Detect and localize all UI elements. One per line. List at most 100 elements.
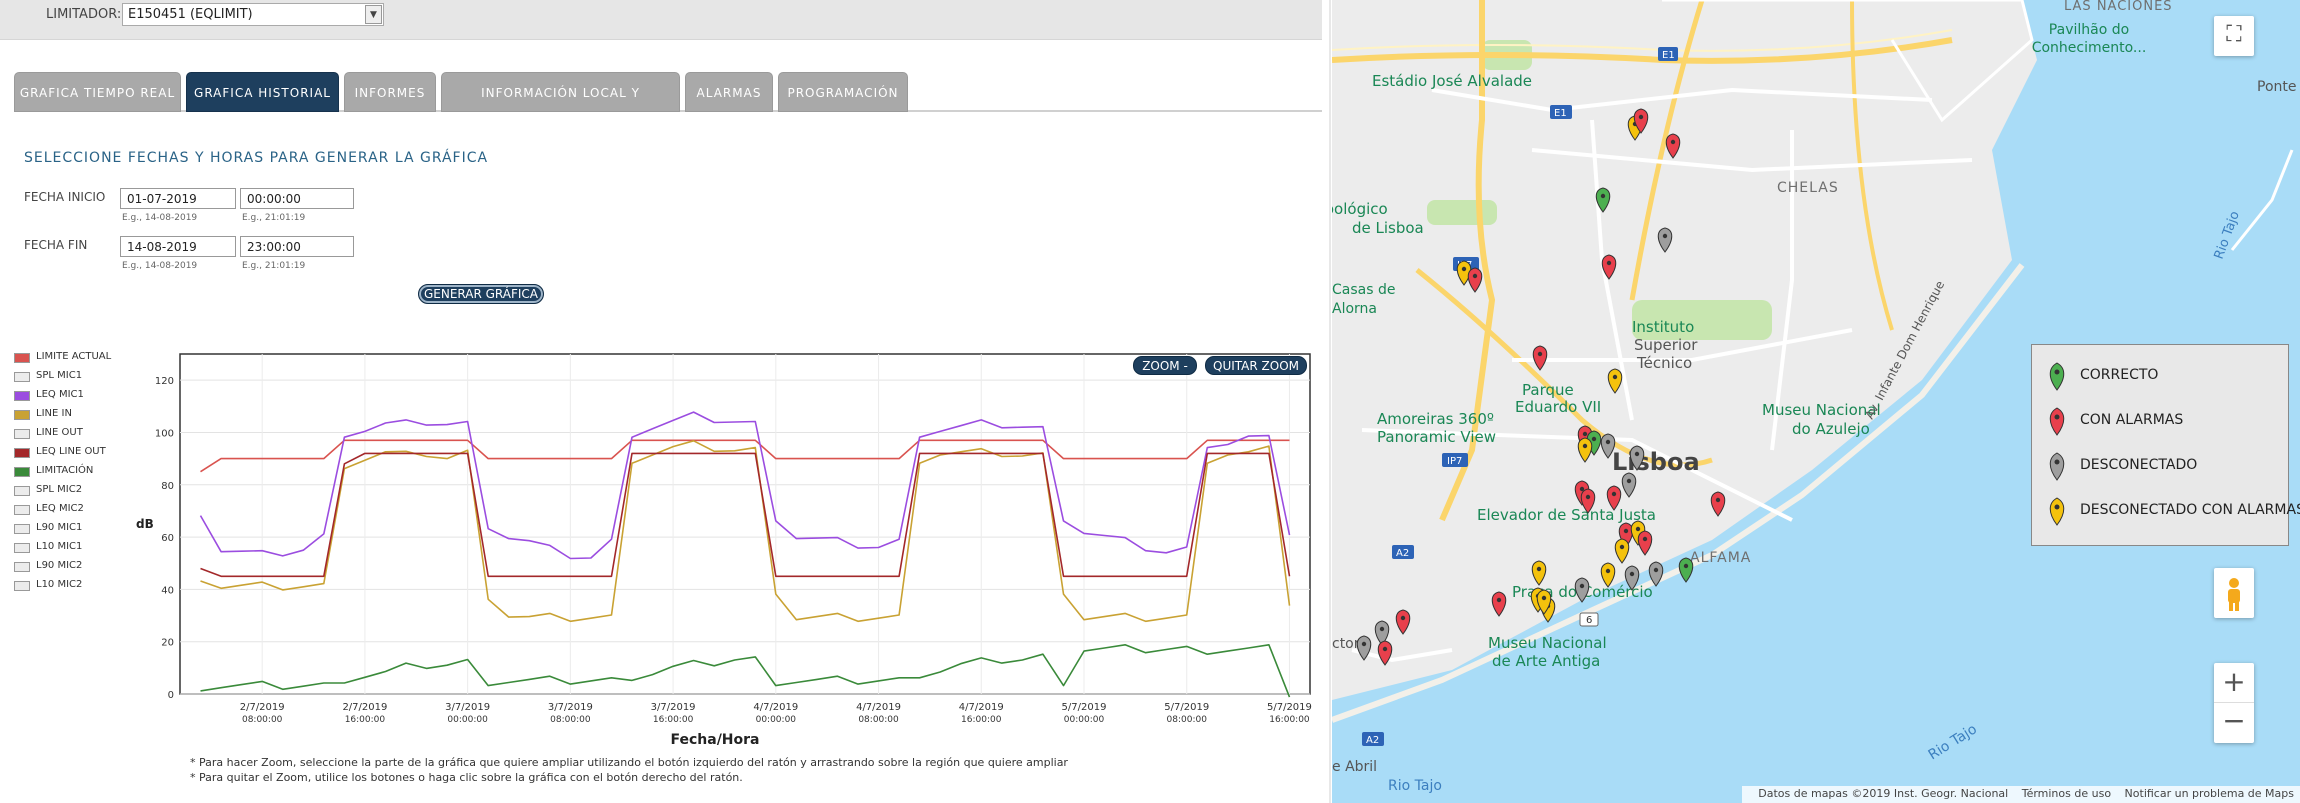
map-pin-icon[interactable]: [1624, 565, 1640, 591]
chart-legend: LIMITE ACTUAL SPL MIC1 LEQ MIC1 LINE IN LINE…: [14, 350, 164, 597]
map-pin-icon[interactable]: [1637, 530, 1653, 556]
limiter-select[interactable]: E150451 (EQLIMIT) ▼: [122, 3, 384, 26]
map-pin-icon[interactable]: [1580, 488, 1596, 514]
zoom-out-icon[interactable]: −: [2222, 704, 2246, 737]
generate-chart-button[interactable]: GENERAR GRÁFICA: [418, 284, 544, 304]
legend-swatch: [14, 372, 30, 382]
map-pin-dot: [1605, 568, 1611, 574]
map-pin-icon[interactable]: [1657, 227, 1673, 253]
map-pin-icon[interactable]: [1614, 538, 1630, 564]
tab-alarmas[interactable]: ALARMAS: [685, 72, 773, 112]
map-label-chelas: CHELAS: [1777, 180, 1839, 196]
legend-item[interactable]: L10 MIC1: [14, 540, 164, 559]
map-pin-icon[interactable]: [1374, 620, 1390, 646]
legend-item[interactable]: LEQ MIC1: [14, 388, 164, 407]
tab-informacion-local[interactable]: INFORMACIÓN LOCAL Y LIMITADOR: [441, 72, 680, 140]
map-pin-dot: [1626, 478, 1632, 484]
map-pin-icon[interactable]: [1600, 562, 1616, 588]
legend-item[interactable]: L90 MIC2: [14, 559, 164, 578]
map-label-las-naciones: LAS NACIONES: [2064, 0, 2173, 14]
map-pin-icon[interactable]: [1633, 108, 1649, 134]
map-pin-icon[interactable]: [1377, 640, 1393, 666]
legend-item[interactable]: SPL MIC2: [14, 483, 164, 502]
tab-grafica-historial[interactable]: GRAFICA HISTORIAL: [186, 72, 339, 112]
map-pin-icon[interactable]: [1356, 635, 1372, 661]
series-line: [200, 439, 1290, 473]
end-date-input[interactable]: [120, 236, 236, 257]
map-pin-dot: [1591, 436, 1597, 442]
map-legend-item: DESCONECTADO: [2046, 451, 2197, 481]
legend-label: LEQ LINE OUT: [36, 446, 106, 457]
tab-grafica-tiempo-real[interactable]: GRAFICA TIEMPO REAL: [14, 72, 181, 112]
map-pin-icon[interactable]: [1648, 561, 1664, 587]
map-pin-icon[interactable]: [1536, 589, 1552, 615]
map-shield-ip7: IP7: [1447, 456, 1462, 467]
map-pin-icon[interactable]: [1678, 557, 1694, 583]
legend-swatch: [14, 429, 30, 439]
map-pin-icon[interactable]: [1600, 433, 1616, 459]
map-pin-icon[interactable]: [1710, 491, 1726, 517]
zoom-out-button[interactable]: ZOOM -: [1133, 356, 1197, 375]
series-line: [199, 411, 1291, 560]
map-pin-icon: [2049, 362, 2065, 391]
map-pin-dot: [1400, 615, 1406, 621]
start-date-input[interactable]: [120, 188, 236, 209]
reset-zoom-button[interactable]: QUITAR ZOOM: [1205, 356, 1307, 375]
x-tick-label-date: 3/7/2019: [548, 702, 593, 713]
y-tick-label: 80: [161, 481, 174, 492]
map-report-link[interactable]: Notificar un problema de Maps: [2124, 787, 2294, 800]
map-label-museu-arte-1: Museu Nacional: [1488, 634, 1607, 652]
legend-item[interactable]: L10 MIC2: [14, 578, 164, 597]
map-pin-icon[interactable]: [1606, 485, 1622, 511]
map-pin-icon[interactable]: [1491, 591, 1507, 617]
end-time-input[interactable]: [240, 236, 354, 257]
start-time-input[interactable]: [240, 188, 354, 209]
map-pin-icon[interactable]: [1665, 133, 1681, 159]
map-pin-icon[interactable]: [1395, 609, 1411, 635]
map-pin-icon[interactable]: [1621, 472, 1637, 498]
tab-programacion[interactable]: PROGRAMACIÓN: [778, 72, 908, 112]
map-pin-dot: [1662, 233, 1668, 239]
map-shield-6: 6: [1586, 615, 1592, 626]
map-view[interactable]: LAS NACIONES Pavilhão do Conhecimento...…: [1332, 0, 2300, 803]
map-terms-link[interactable]: Términos de uso: [2021, 787, 2112, 800]
map-pin-icon[interactable]: [1601, 254, 1617, 280]
map-pin-icon[interactable]: [1531, 560, 1547, 586]
legend-item[interactable]: LEQ MIC2: [14, 502, 164, 521]
chevron-down-icon[interactable]: ▼: [365, 5, 382, 24]
map-label-alfama: ALFAMA: [1690, 550, 1751, 566]
map-pin-icon[interactable]: [1467, 267, 1483, 293]
plot-area: [179, 353, 1311, 695]
legend-label: SPL MIC2: [36, 484, 83, 495]
map-canvas[interactable]: LAS NACIONES Pavilhão do Conhecimento...…: [1332, 0, 2300, 803]
history-chart[interactable]: 0 20 40 60 80 100 120 2/7/2019 08:00:00 2/7/2019 1…: [130, 340, 1320, 745]
map-pin-dot: [1496, 597, 1502, 603]
map-pin-icon[interactable]: [1607, 368, 1623, 394]
map-pin-dot: [1629, 571, 1635, 577]
legend-item[interactable]: LINE OUT: [14, 426, 164, 445]
legend-item[interactable]: SPL MIC1: [14, 369, 164, 388]
legend-item[interactable]: LINE IN: [14, 407, 164, 426]
legend-item[interactable]: LIMITACIÓN: [14, 464, 164, 483]
legend-item[interactable]: LIMITE ACTUAL: [14, 350, 164, 369]
fullscreen-icon[interactable]: ⛶: [2214, 16, 2254, 56]
map-pin-dot: [1683, 563, 1689, 569]
map-pin-icon[interactable]: [1532, 345, 1548, 371]
map-pin-icon[interactable]: [1574, 577, 1590, 603]
tab-informes[interactable]: INFORMES: [344, 72, 436, 112]
map-markers[interactable]: [1356, 108, 1726, 666]
street-view-pegman-icon[interactable]: [2214, 568, 2254, 618]
y-tick-label: 40: [161, 585, 174, 596]
legend-swatch: [14, 524, 30, 534]
legend-swatch: [14, 448, 30, 458]
legend-item[interactable]: L90 MIC1: [14, 521, 164, 540]
zoom-in-icon[interactable]: +: [2214, 663, 2254, 703]
map-pin-icon[interactable]: [1629, 445, 1645, 471]
x-tick-label-time: 16:00:00: [345, 715, 386, 725]
map-pin-icon[interactable]: [1577, 437, 1593, 463]
x-tick-label-date: 3/7/2019: [651, 702, 696, 713]
series-line: [200, 644, 1291, 698]
map-pin-icon[interactable]: [1595, 187, 1611, 213]
legend-item[interactable]: LEQ LINE OUT: [14, 445, 164, 464]
control-panel: LIMITADOR: E150451 (EQLIMIT) ▼ GRAFICA T…: [0, 0, 1331, 803]
